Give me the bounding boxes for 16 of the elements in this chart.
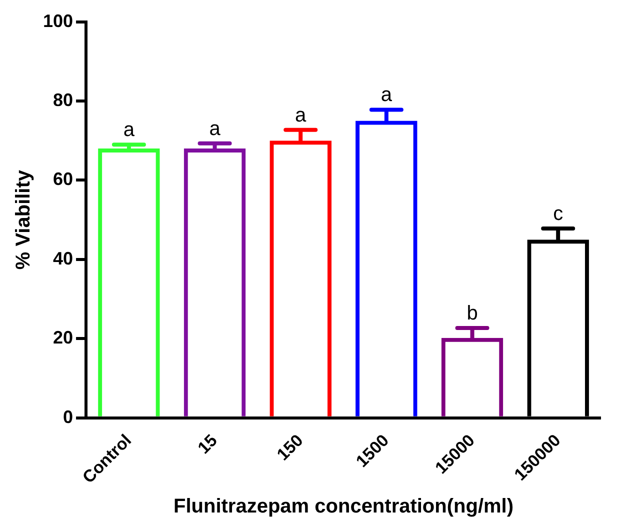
y-axis-title: % Viability (12, 169, 35, 270)
annotation: a (123, 119, 136, 142)
y-tick-label: 40 (53, 248, 74, 268)
x-tick-label: 15 (194, 430, 221, 458)
y-tick-label: 60 (53, 169, 74, 190)
annotation: a (380, 84, 393, 106)
y-tick-label: 80 (53, 90, 74, 110)
y-tick-label: 20 (53, 328, 74, 348)
annotation: b (466, 302, 478, 324)
y-tick-label: 0 (63, 406, 74, 427)
x-axis-title: Flunitrazepam concentration(ng/ml) (174, 496, 514, 518)
x-tick-label: 150 (273, 430, 307, 464)
annotation: c (553, 203, 564, 226)
annotation: a (209, 118, 222, 140)
y-tick-label: 100 (42, 10, 74, 31)
annotation: a (295, 104, 308, 126)
